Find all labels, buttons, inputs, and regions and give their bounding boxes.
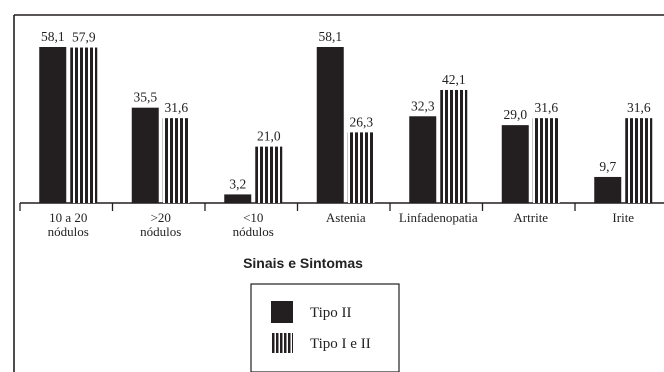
bar-value-label: 31,6 (534, 100, 558, 115)
x-axis-ticks (19, 203, 576, 211)
category-label: Irite (612, 210, 634, 225)
bar-tipo-ii (131, 107, 159, 203)
bar-tipo-i-e-ii (440, 89, 468, 203)
bar-tipo-i-e-ii (162, 118, 190, 203)
bar-tipo-ii (409, 116, 437, 203)
category-labels-group: 10 a 20nódulos>20nódulos<10nódulosAsteni… (48, 210, 635, 239)
bar-tipo-ii (316, 47, 344, 203)
bar-tipo-i-e-ii (625, 118, 653, 203)
bar-value-label: 9,7 (599, 159, 616, 174)
bar-value-label: 57,9 (72, 30, 96, 45)
legend-swatch-solid (271, 301, 293, 323)
bar-tipo-i-e-ii (255, 146, 283, 203)
category-label: >20 (151, 210, 171, 225)
bar-value-label: 32,3 (411, 98, 435, 113)
bar-value-label: 35,5 (133, 90, 157, 105)
bar-tipo-ii (224, 194, 252, 203)
bar-tipo-i-e-ii (70, 47, 98, 204)
bar-tipo-ii (39, 47, 67, 203)
category-label: nódulos (48, 224, 89, 239)
bar-value-label: 26,3 (349, 114, 373, 129)
legend: Tipo II Tipo I e II (250, 283, 400, 372)
category-label: Artrite (513, 210, 548, 225)
bar-value-label: 58,1 (318, 29, 342, 44)
bar-value-label: 31,6 (164, 100, 188, 115)
value-labels-group: 58,1 57,9 35,5 31,6 3,2 21,0 58,1 26,3 32,3 42,1 2… (41, 29, 651, 191)
bar-tipo-i-e-ii (532, 118, 560, 203)
category-label: Astenia (326, 210, 366, 225)
bar-value-label: 3,2 (229, 176, 246, 191)
category-label: nódulos (140, 224, 181, 239)
bar-value-label: 31,6 (627, 100, 651, 115)
legend-label-series-2: Tipo I e II (310, 336, 371, 352)
bar-value-label: 21,0 (257, 129, 281, 144)
category-label: 10 a 20 (49, 210, 87, 225)
bar-tipo-ii (501, 125, 529, 203)
category-label: Linfadenopatia (399, 210, 478, 225)
bar-value-label: 42,1 (442, 72, 466, 87)
legend-label-series-1: Tipo II (310, 305, 352, 321)
legend-box (250, 283, 400, 372)
bar-value-label: 58,1 (41, 29, 65, 44)
bar-value-label: 29,0 (503, 107, 527, 122)
bar-tipo-i-e-ii (347, 132, 375, 203)
x-axis-title: Sinais e Sintomas (243, 255, 363, 271)
bars-group (39, 47, 653, 204)
legend-swatch-striped (271, 333, 293, 353)
bar-tipo-ii (594, 176, 622, 203)
category-label: <10 (243, 210, 263, 225)
category-label: nódulos (233, 224, 274, 239)
